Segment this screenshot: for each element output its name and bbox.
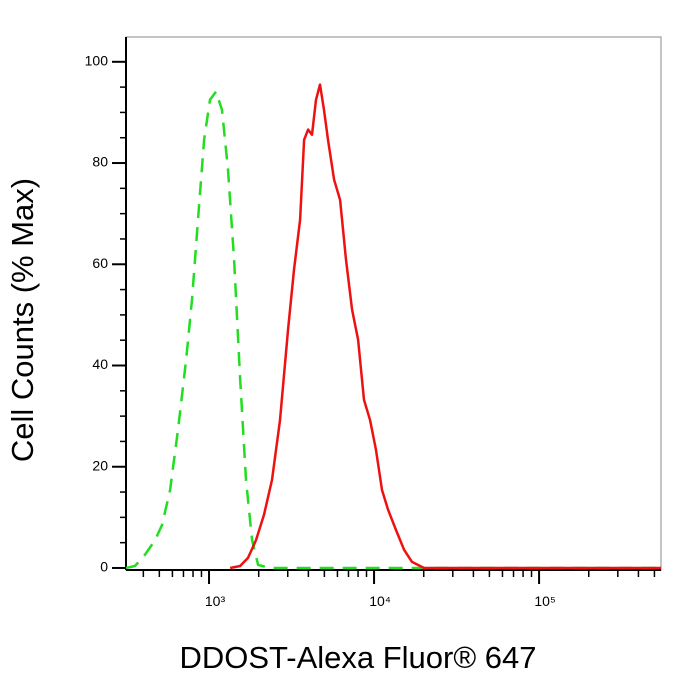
series-line (229, 83, 661, 570)
y-tick-label: 80 (92, 154, 108, 170)
series-line (125, 90, 661, 570)
x-tick-label: 10⁵ (534, 593, 555, 609)
x-axis-label: DDOST-Alexa Fluor® 647 (179, 640, 536, 675)
y-axis-label: Cell Counts (% Max) (5, 178, 40, 462)
x-tick-label: 10³ (205, 593, 226, 609)
y-tick-label: 100 (85, 53, 109, 69)
y-tick-label: 0 (100, 559, 108, 575)
y-tick-label: 60 (92, 255, 108, 271)
y-tick-label: 40 (92, 356, 108, 372)
x-tick-label: 10⁴ (369, 593, 391, 609)
y-tick-label: 20 (92, 457, 108, 473)
